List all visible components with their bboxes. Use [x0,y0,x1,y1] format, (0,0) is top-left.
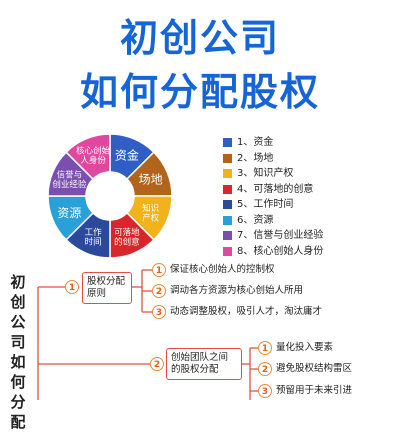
legend-swatch [223,231,232,240]
branch2-item3-number: 3 [258,384,272,398]
wheel-segment-label: 工作时间 [85,227,103,248]
wheel-segment-label: 知识产权 [142,203,160,224]
legend-swatch [223,138,232,147]
legend-swatch [223,246,232,256]
legend-swatch [223,200,232,209]
branch1-item1-number: 1 [152,263,166,277]
vertical-title: 初创公司如何分配 [10,273,26,431]
branch2-item2-number: 2 [258,362,272,376]
branch1-item1-text: 保证核心创始人的控制权 [170,264,275,275]
legend-label: 5、工作时间 [237,199,294,210]
wheel-segment-label: 资金 [115,148,139,163]
branch1-item2-number: 2 [152,284,166,298]
wheel-segment-label: 核心创始人身份 [76,146,111,167]
branch1-label: 股权分配原则 [87,276,126,299]
legend-label: 2、场地 [237,152,274,164]
wheel-segment-label: 场地 [139,172,163,186]
page-title-line1: 初创公司 [119,16,280,60]
legend-label: 7、信誉与创业经验 [237,230,324,241]
branch1-item3-number: 3 [152,305,166,319]
branch1-item2-text: 调动各方资源为核心创始人所用 [170,285,304,296]
wheel-segment-label: 信誉与创业经验 [52,169,87,190]
branch1-number: 1 [65,280,79,294]
wheel-segment-8 [65,133,111,181]
legend-swatch [223,184,232,194]
legend-swatch [223,153,232,163]
legend-label: 1、资金 [237,137,274,148]
branch1-box: 股权分配原则 [82,272,132,304]
mindmap-connectors [37,269,258,400]
page-title-line2: 如何分配股权 [79,70,320,114]
branch2-item3-text: 预留用于未来引进 [276,385,353,396]
wheel-center [87,173,133,219]
wheel-segment-label: 可落地的创意 [114,227,140,248]
legend-label: 6、资源 [237,214,274,226]
legend-swatch [223,215,232,225]
wheel-segment-label: 资源 [57,206,81,220]
branch2-item1-text: 量化投入要素 [276,342,334,353]
legend-swatch [223,169,232,178]
legend-label: 3、知识产权 [237,168,294,179]
branch2-item1-number: 1 [258,341,272,355]
branch2-box: 创始团队之间的股权分配 [166,348,242,380]
branch2-item2-text: 避免股权结构雷区 [276,363,353,374]
branch1-item3-text: 动态调整股权，吸引人才，淘汰庸才 [170,306,323,317]
legend-label: 4、可落地的创意 [237,183,314,195]
branch2-label: 创始团队之间的股权分配 [171,352,229,375]
legend-label: 8、核心创始人身份 [237,245,324,257]
branch2-number: 2 [150,357,164,371]
